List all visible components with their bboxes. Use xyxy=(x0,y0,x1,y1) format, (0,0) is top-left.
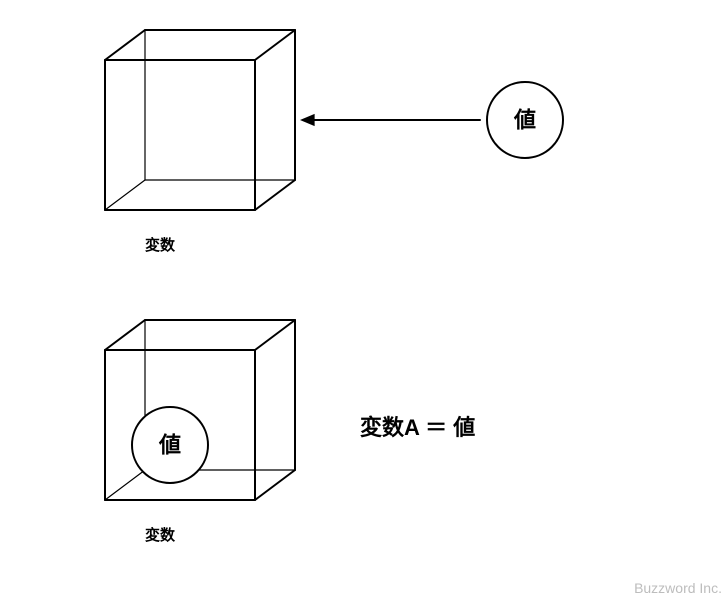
equation-text: 変数A ＝ 値 xyxy=(360,410,475,442)
variable-label-bottom: 変数 xyxy=(145,524,175,545)
attribution-text: Buzzword Inc. xyxy=(634,580,722,596)
assign-arrow xyxy=(300,114,480,126)
variable-label-top: 変数 xyxy=(145,234,175,255)
diagram-stage: 値値 xyxy=(0,0,728,600)
value-label-inner: 値 xyxy=(158,433,181,458)
diagram-svg: 値値 xyxy=(0,0,728,600)
value-label-outer: 値 xyxy=(513,108,536,133)
